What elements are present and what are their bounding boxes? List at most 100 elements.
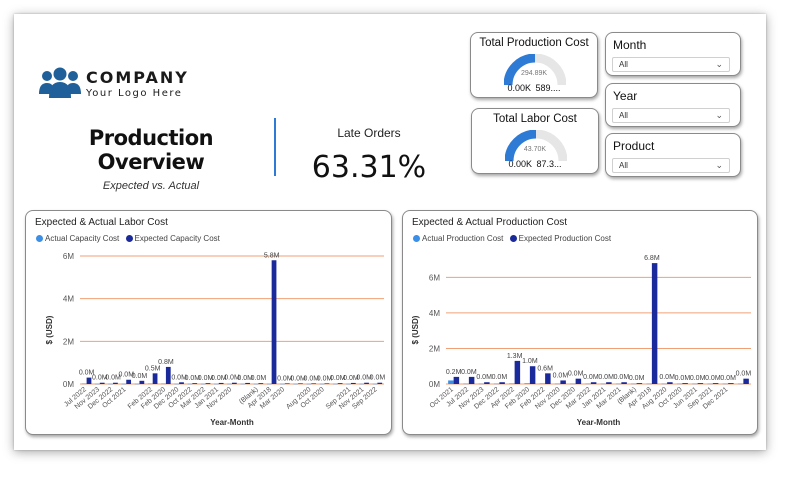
company-logo: COMPANY Your Logo Here (38, 66, 198, 110)
bar-actual (737, 383, 744, 385)
legend-item-actual[interactable]: Actual Capacity Cost (36, 234, 119, 243)
bar-actual (478, 383, 485, 385)
data-label: 0.0M (105, 375, 121, 382)
legend-item-actual[interactable]: Actual Production Cost (413, 234, 503, 243)
bar-expected (697, 383, 704, 384)
y-axis-title: $ (USD) (45, 315, 54, 344)
bar-actual (161, 383, 166, 385)
data-label: 0.8M (158, 359, 174, 366)
x-axis-title: Year-Month (210, 418, 254, 427)
late-orders-label: Late Orders (337, 126, 401, 140)
legend-item-expected[interactable]: Expected Capacity Cost (125, 234, 220, 243)
bar-expected (152, 373, 158, 384)
chevron-down-icon: ⌄ (715, 59, 723, 69)
product-dropdown[interactable]: All ⌄ (612, 158, 730, 173)
data-label: 0.0M (118, 372, 134, 379)
data-label: 5.8M (264, 252, 280, 259)
data-label: 0.0M (705, 375, 721, 382)
y-axis-title: $ (USD) (411, 315, 420, 344)
data-label: 0.5M (145, 365, 161, 372)
bar-actual (615, 383, 622, 385)
bar-actual (692, 383, 698, 385)
month-dropdown[interactable]: All ⌄ (612, 57, 730, 72)
data-label: 0.0M (79, 370, 95, 377)
data-label: 0.0M (553, 372, 569, 379)
bar-expected (311, 383, 317, 384)
bar-expected (636, 383, 643, 384)
bar-expected (324, 383, 330, 384)
bar-expected (245, 382, 250, 384)
y-tick-label: 2M (63, 337, 74, 346)
chart-title: Expected & Actual Production Cost (412, 217, 568, 228)
legend-label: Expected Capacity Cost (134, 234, 220, 243)
data-label: 0.0M (211, 375, 227, 382)
bar-actual (81, 383, 87, 385)
bar-expected (606, 382, 612, 384)
bar-actual (359, 383, 365, 385)
bar-expected (621, 382, 627, 384)
bar-expected (667, 382, 673, 384)
chart-legend: Actual Capacity Cost Expected Capacity C… (36, 234, 224, 243)
bar-actual (646, 383, 652, 385)
bar-expected (560, 380, 566, 384)
dropdown-value: All (619, 111, 628, 120)
gauge-value: 43.70K (523, 146, 547, 153)
legend-dot (125, 235, 133, 242)
bar-actual (147, 383, 153, 385)
production-cost-chart[interactable]: Expected & Actual Production Cost Actual… (402, 210, 758, 435)
bar-expected (529, 366, 536, 384)
legend-item-expected[interactable]: Expected Production Cost (509, 234, 611, 243)
slicer-month: Month All ⌄ (605, 32, 741, 76)
legend-dot (509, 235, 517, 242)
data-label: 0.0M (343, 375, 359, 382)
data-label: 0.0M (568, 371, 584, 378)
data-label: 0.0M (330, 375, 346, 382)
bar-expected (350, 382, 356, 384)
bar-actual (493, 383, 500, 385)
bar-expected (575, 378, 582, 384)
bar-actual (280, 383, 285, 385)
gauge-min: 0.00K (508, 159, 532, 169)
data-label: 0.0M (461, 369, 477, 376)
y-tick-label: 6M (429, 273, 440, 282)
y-tick-label: 6M (63, 252, 74, 261)
kpi-total-production-cost[interactable]: Total Production Cost 294.89K 0.00K 589.… (470, 32, 598, 98)
bar-actual (253, 383, 259, 385)
bar-actual (266, 383, 272, 385)
bar-actual (240, 383, 246, 385)
bar-actual (121, 383, 127, 385)
bar-actual (332, 383, 338, 385)
data-label: 0.2M (446, 369, 462, 376)
gauge-range: 0.00K 589.... (471, 83, 597, 93)
year-dropdown[interactable]: All ⌄ (612, 108, 730, 123)
bar-expected (364, 382, 369, 384)
kpi-title: Total Production Cost (479, 37, 589, 49)
data-label: 6.8M (644, 255, 660, 262)
labor-cost-chart[interactable]: Expected & Actual Labor Cost Actual Capa… (25, 210, 392, 435)
legend-dot (413, 235, 420, 242)
late-orders-card: Late Orders 63.31% (304, 126, 434, 185)
bar-expected (298, 383, 303, 384)
bar-actual (319, 383, 325, 385)
gauge-min: 0.00K (507, 83, 531, 93)
company-name: COMPANY (86, 68, 189, 87)
bar-actual (174, 383, 180, 385)
y-tick-label: 0M (429, 380, 440, 389)
kpi-total-labor-cost[interactable]: Total Labor Cost 43.70K 0.00K 87.3... (471, 108, 599, 174)
data-label: 0.0M (598, 374, 614, 381)
data-label: 0.0M (132, 373, 148, 380)
bar-actual (631, 383, 637, 385)
chart-title: Expected & Actual Labor Cost (35, 217, 168, 228)
legend-label: Actual Capacity Cost (45, 234, 120, 243)
slicer-title: Year (613, 89, 638, 103)
bar-expected (682, 383, 688, 384)
bar-actual (585, 383, 591, 385)
bar-expected (218, 382, 224, 384)
dropdown-value: All (619, 161, 628, 170)
data-label: 0.0M (614, 374, 630, 381)
bar-expected (126, 379, 132, 384)
data-label: 0.0M (720, 375, 736, 382)
title-divider (274, 118, 276, 176)
